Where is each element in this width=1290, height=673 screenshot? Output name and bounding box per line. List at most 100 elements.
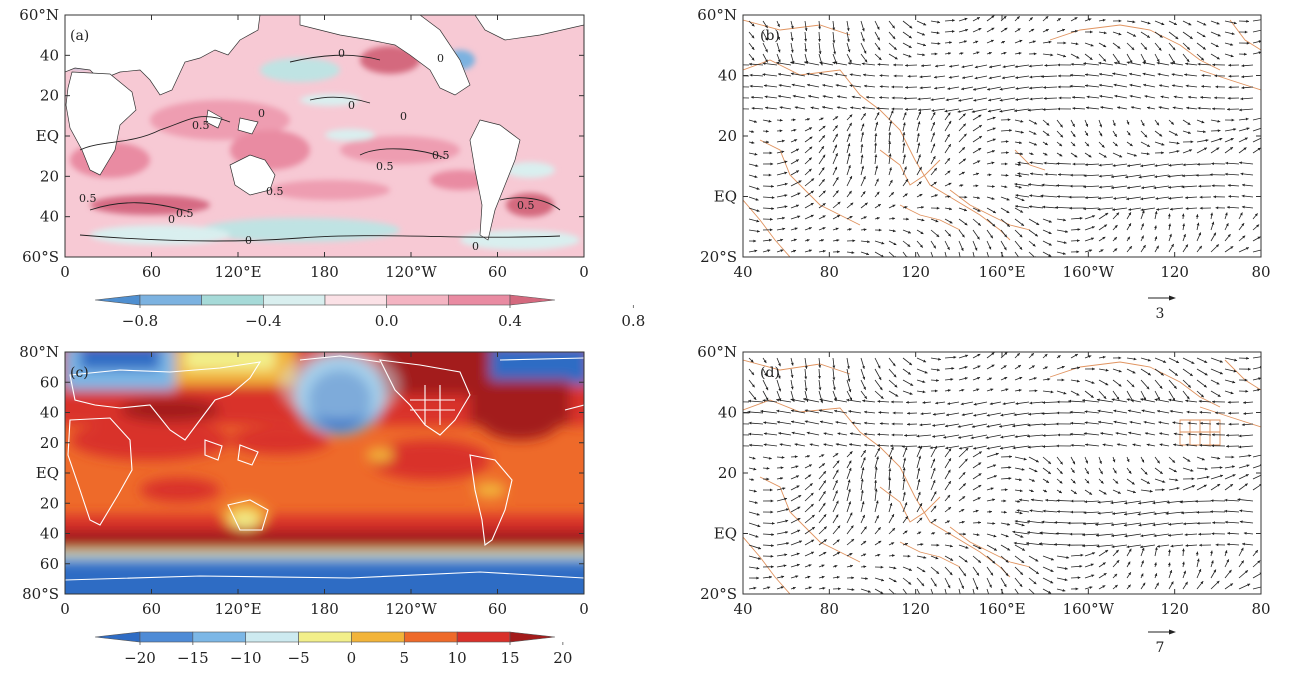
wind-vector-head	[785, 530, 789, 534]
wind-vector-head	[763, 432, 767, 436]
wind-vector	[1039, 532, 1058, 535]
wind-vector-head	[863, 526, 867, 530]
wind-vector-head	[1185, 399, 1189, 403]
wind-vector-head	[1005, 573, 1009, 577]
wind-vector-head	[909, 25, 913, 29]
wind-vector-head	[962, 496, 966, 500]
wind-vector-head	[1183, 234, 1186, 237]
wind-vector-head	[992, 498, 996, 502]
wind-vector-head	[1243, 401, 1246, 405]
wind-vector-head	[1034, 233, 1038, 237]
wind-vector-head	[751, 35, 755, 39]
wind-vector-head	[1225, 223, 1229, 227]
wind-vector-head	[793, 128, 797, 132]
wind-vector-head	[848, 190, 852, 194]
wind-vector-head	[860, 154, 864, 158]
wind-vector-head	[892, 217, 896, 220]
wind-vector-head	[1206, 475, 1210, 479]
wind-vector-head	[1126, 197, 1130, 201]
wind-vector-head	[950, 558, 954, 561]
wind-vector-head	[1014, 519, 1018, 523]
wind-vector-head	[754, 175, 758, 179]
wind-vector-head	[1182, 223, 1186, 227]
x-tick-label: 60	[488, 263, 507, 281]
wind-vector-head	[776, 398, 780, 402]
wind-vector-head	[1160, 372, 1164, 376]
wind-vector-head	[1212, 521, 1215, 525]
wind-vector-head	[811, 178, 815, 182]
wind-vector-head	[1203, 130, 1206, 134]
wind-vector-head	[1003, 16, 1007, 19]
wind-vector-head	[1144, 94, 1148, 98]
wind-vector-head	[766, 466, 770, 470]
wind-vector-head	[1018, 51, 1022, 55]
wind-vector-head	[849, 553, 853, 556]
wind-vector-head	[1028, 412, 1032, 416]
wind-vector-head	[1128, 470, 1132, 474]
wind-vector-head	[1063, 41, 1067, 45]
wind-vector-head	[819, 420, 823, 424]
wind-vector-head	[1186, 106, 1190, 110]
wind-vector-head	[1072, 143, 1076, 147]
wind-vector-head	[1147, 106, 1150, 110]
wind-vector-head	[964, 195, 968, 199]
wind-vector-head	[864, 443, 867, 447]
wind-vector-head	[961, 65, 965, 69]
wind-vector-head	[1016, 509, 1020, 513]
wind-vector-head	[977, 376, 981, 380]
wind-vector-head	[835, 480, 838, 484]
wind-vector-head	[1019, 478, 1022, 482]
wind-vector-head	[922, 390, 926, 394]
wind-vector-head	[1063, 391, 1067, 395]
wind-vector	[1041, 75, 1058, 78]
wind-vector-head	[1154, 164, 1158, 168]
wind-vector-head	[777, 94, 781, 98]
wind-vector-head	[948, 144, 951, 148]
wind-vector-head	[1033, 377, 1037, 380]
wind-vector-head	[1085, 443, 1088, 447]
wind-vector-head	[1168, 522, 1172, 526]
wind-vector-head	[1142, 582, 1146, 586]
wind-vector-head	[748, 399, 751, 403]
wind-vector-head	[1144, 471, 1148, 475]
wind-vector-head	[1085, 132, 1088, 136]
wind-vector-head	[893, 374, 897, 378]
wind-vector-head	[1020, 571, 1023, 575]
wind-vector-head	[763, 360, 767, 364]
wind-vector-head	[1118, 383, 1122, 387]
wind-vector-head	[946, 520, 950, 524]
wind-vector-head	[876, 456, 879, 460]
wind-vector-head	[1191, 485, 1195, 488]
wind-vector-head	[808, 586, 812, 590]
wind-vector	[1165, 511, 1184, 515]
wind-vector-head	[860, 478, 864, 482]
reference-arrowhead	[1169, 295, 1176, 301]
wind-vector-head	[808, 564, 812, 567]
wind-vector-head	[804, 409, 808, 413]
wind-vector-head	[797, 529, 801, 533]
wind-vector-head	[965, 28, 969, 32]
wind-vector-head	[832, 61, 836, 65]
wind-vector-head	[948, 507, 951, 510]
wind-vector-head	[1238, 434, 1242, 438]
wind-vector-head	[807, 117, 810, 121]
wind-vector-head	[790, 409, 794, 413]
wind-vector-head	[877, 365, 881, 369]
colorbar-tick-label: −20	[124, 649, 156, 667]
wind-vector-head	[1132, 490, 1136, 494]
wind-vector-head	[809, 443, 813, 447]
wind-vector-head	[1035, 459, 1039, 463]
wind-vector-head	[837, 95, 840, 99]
wind-vector-head	[1044, 152, 1048, 156]
wind-vector-head	[768, 119, 772, 123]
wind-vector-head	[918, 154, 921, 158]
wind-vector	[1252, 464, 1261, 469]
wind-vector-head	[821, 463, 825, 467]
wind-vector-head	[1062, 252, 1066, 255]
wind-vector-head	[1127, 584, 1131, 588]
wind-vector-head	[1197, 106, 1201, 110]
wind-vector-head	[964, 377, 968, 380]
wind-vector-head	[1041, 412, 1045, 415]
wind-vector-head	[797, 192, 801, 196]
